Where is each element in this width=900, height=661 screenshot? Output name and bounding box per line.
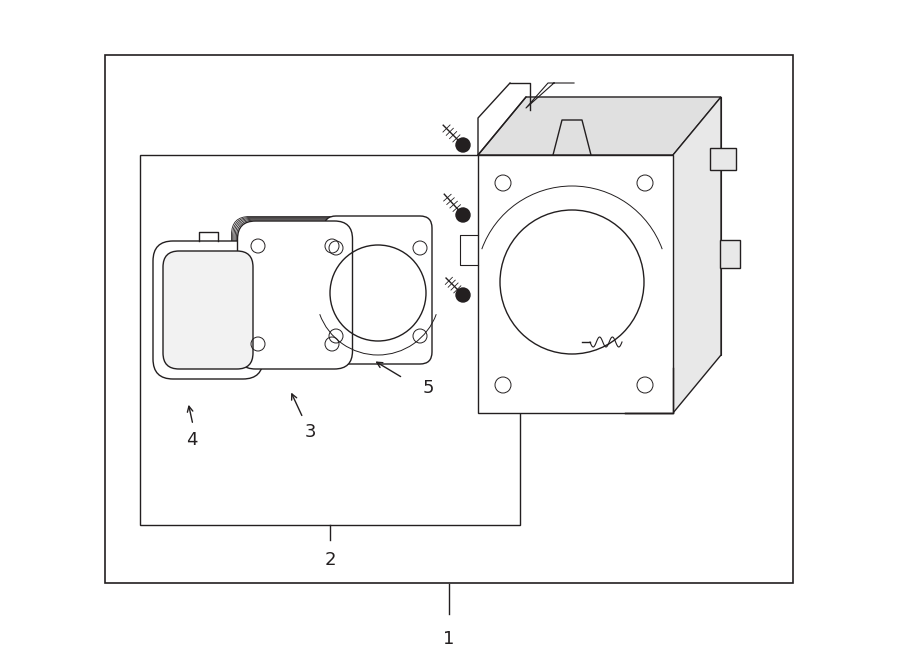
Circle shape — [456, 208, 470, 222]
Bar — [526, 97, 721, 355]
Bar — [478, 155, 673, 413]
Bar — [710, 148, 736, 170]
Text: 3: 3 — [304, 423, 316, 441]
Text: 2: 2 — [324, 551, 336, 569]
FancyBboxPatch shape — [233, 217, 347, 366]
FancyBboxPatch shape — [238, 221, 353, 369]
Circle shape — [456, 288, 470, 302]
Bar — [720, 240, 740, 268]
Polygon shape — [478, 97, 721, 155]
FancyBboxPatch shape — [237, 220, 351, 368]
Text: 5: 5 — [422, 379, 434, 397]
Bar — [105, 55, 793, 583]
FancyBboxPatch shape — [153, 241, 263, 379]
FancyBboxPatch shape — [163, 251, 253, 369]
Text: 4: 4 — [186, 431, 198, 449]
Text: 1: 1 — [444, 630, 454, 648]
Polygon shape — [673, 97, 721, 413]
Bar — [140, 155, 520, 525]
Circle shape — [456, 138, 470, 152]
FancyBboxPatch shape — [324, 216, 432, 364]
FancyBboxPatch shape — [231, 217, 346, 364]
FancyBboxPatch shape — [235, 219, 350, 368]
FancyBboxPatch shape — [234, 218, 349, 366]
